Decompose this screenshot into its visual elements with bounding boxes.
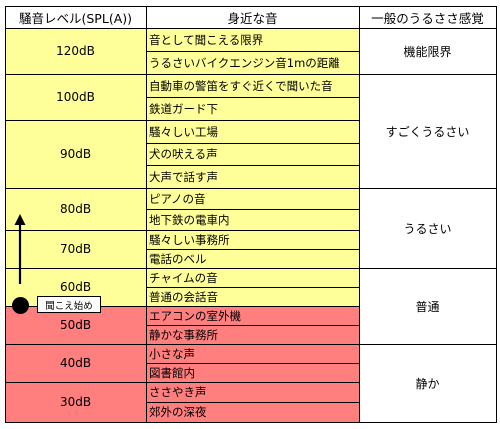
sound-cell: ピアノの音: [146, 188, 359, 209]
category-divider: [359, 188, 497, 189]
sound-cell: 図書館内: [146, 363, 359, 382]
table-border-bottom: [5, 422, 497, 423]
threshold-label: 聞こえ始め: [37, 296, 101, 313]
level-cell: 30dB: [5, 382, 146, 422]
row-divider: [5, 344, 359, 345]
sound-cell: 小さな声: [146, 344, 359, 363]
level-cell: 120dB: [5, 28, 146, 74]
up-arrow-icon: [14, 214, 26, 284]
header-sound: 身近な音: [146, 6, 359, 28]
level-cell: 50dB: [5, 306, 146, 344]
table-border-top: [5, 6, 497, 7]
row-divider: [5, 120, 359, 121]
table-border-right: [496, 6, 497, 423]
sound-cell: 郊外の深夜: [146, 402, 359, 422]
row-divider: [5, 268, 359, 269]
column-divider: [146, 6, 147, 423]
sound-divider: [146, 51, 359, 52]
row-divider: [5, 188, 359, 189]
sound-divider: [146, 143, 359, 144]
sound-cell: 音として聞こえる限界: [146, 28, 359, 51]
sound-cell: エアコンの室外機: [146, 306, 359, 325]
level-cell: 100dB: [5, 74, 146, 120]
level-cell: 90dB: [5, 120, 146, 188]
row-divider: [5, 230, 359, 231]
level-cell: 70dB: [5, 230, 146, 268]
sound-cell: ささやき声: [146, 382, 359, 402]
sound-divider: [146, 97, 359, 98]
row-divider: [5, 382, 359, 383]
sound-divider: [146, 209, 359, 210]
category-divider: [359, 268, 497, 269]
category-divider: [359, 74, 497, 75]
level-cell: 40dB: [5, 344, 146, 382]
column-divider: [359, 6, 360, 423]
sound-cell: 大声で話す声: [146, 165, 359, 188]
category-cell: 静か: [359, 344, 496, 422]
sound-cell: 騒々しい事務所: [146, 230, 359, 249]
header-category: 一般のうるささ感覚: [359, 6, 496, 28]
sound-cell: 静かな事務所: [146, 325, 359, 344]
level-cell: 80dB: [5, 188, 146, 230]
sound-divider: [146, 287, 359, 288]
sound-cell: 電話のベル: [146, 249, 359, 268]
category-cell: 普通: [359, 268, 496, 344]
sound-divider: [146, 363, 359, 364]
category-cell: すごくうるさい: [359, 74, 496, 188]
header-level: 騒音レベル(SPL(A)): [5, 6, 146, 28]
sound-cell: 地下鉄の電車内: [146, 209, 359, 230]
sound-divider: [146, 165, 359, 166]
sound-cell: 自動車の警笛をすぐ近くで聞いた音: [146, 74, 359, 97]
sound-cell: 鉄道ガード下: [146, 97, 359, 120]
sound-cell: うるさいバイクエンジン音1mの距離: [146, 51, 359, 74]
category-cell: うるさい: [359, 188, 496, 268]
sound-divider: [146, 249, 359, 250]
row-divider: [5, 306, 359, 307]
row-divider: [5, 74, 359, 75]
header-divider: [5, 28, 497, 29]
category-cell: 機能限界: [359, 28, 496, 74]
sound-cell: チャイムの音: [146, 268, 359, 287]
threshold-dot-icon: [12, 297, 29, 314]
sound-divider: [146, 325, 359, 326]
sound-divider: [146, 402, 359, 403]
sound-cell: 騒々しい工場: [146, 120, 359, 143]
sound-cell: 犬の吠える声: [146, 143, 359, 165]
category-divider: [359, 344, 497, 345]
table-border-left: [5, 6, 6, 423]
sound-cell: 普通の会話音: [146, 287, 359, 306]
